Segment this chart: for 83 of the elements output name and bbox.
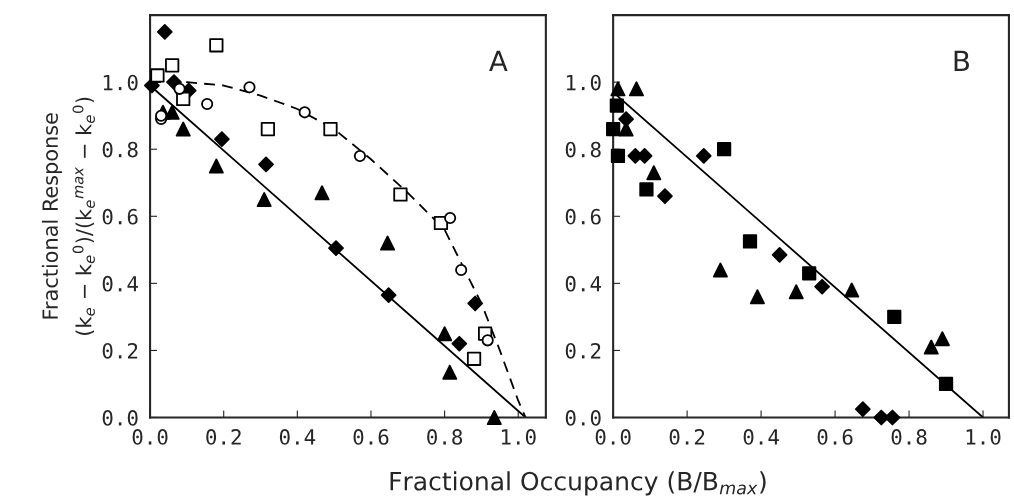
x-tick-label: 1.0 [966,429,1001,445]
y-tick-label: 0.0 [102,410,138,426]
y-tick-label: 0.4 [102,275,138,292]
y-tick-label: 0.6 [565,208,601,225]
point [260,121,276,137]
point [298,106,311,119]
point [618,111,634,127]
point [887,309,902,325]
point [771,247,788,263]
y-tick-label: 0.2 [102,342,138,359]
point [749,289,765,305]
point [884,409,901,426]
point [467,295,484,312]
x-axis-title: Fractional Occupancy (B/B$_{max}$) [390,471,766,496]
point [606,121,621,137]
point [854,401,871,417]
point [481,334,494,347]
point [610,81,626,97]
point [323,121,338,137]
point [209,38,224,53]
point [243,81,256,94]
x-tick-label: 0.2 [669,429,705,445]
point [214,131,230,148]
text: Fractional Response (k$_{e}$ − k$_{e}$$^{0}$)/(k$_{e}$$^{max}$ − k$_{e}$$^{0}$) [41,97,95,335]
point [802,266,817,281]
point [150,68,165,83]
y-tick-label: 1.0 [103,74,138,91]
point [165,58,180,73]
point [380,287,397,303]
point [208,158,224,174]
x-tick-label: 0.8 [427,429,463,445]
point [934,331,950,347]
point [844,282,860,298]
point [466,351,482,366]
point [628,81,644,97]
point [258,156,274,173]
y-tick-label: 1.0 [566,74,601,91]
point [486,409,502,425]
point [256,192,272,208]
point [609,98,624,113]
point [444,211,457,225]
y-tick-label: 0.2 [565,342,601,359]
point [788,284,804,300]
point [442,364,458,380]
point [451,335,468,352]
x-tick-label: 0.4 [279,429,316,445]
point [639,182,654,197]
x-tick-label: 0.8 [891,429,927,445]
point [938,376,954,392]
point [156,24,173,40]
x-tick-label: 0.6 [353,429,389,445]
point [742,234,758,249]
annotation: B [954,50,969,72]
y-tick-label: 0.4 [565,275,602,292]
point [437,326,453,342]
point [455,263,468,276]
x-tick-label: 0.0 [132,429,168,445]
annotation: A [489,50,508,72]
x-tick-label: 0.4 [743,429,779,445]
y-tick-label: 0.8 [565,141,601,158]
x-tick-label: 0.0 [595,429,631,445]
point [814,278,830,295]
x-tick-label: 1.0 [501,429,536,445]
point [657,188,673,205]
point [201,97,214,111]
y-tick-label: 0.8 [102,141,138,158]
point [314,185,330,201]
point [173,82,186,95]
point [712,262,728,278]
point [610,148,626,164]
point [923,339,939,355]
y-tick-label: 0.6 [102,208,138,225]
x-tick-label: 0.2 [206,429,241,445]
point [328,240,344,256]
point [646,165,662,181]
point [380,235,396,251]
point [716,142,732,157]
point [353,149,366,162]
y-tick-label: 0.0 [565,410,601,426]
point [695,148,712,164]
x-tick-label: 0.6 [817,429,853,445]
point [175,121,191,137]
point [393,187,408,202]
